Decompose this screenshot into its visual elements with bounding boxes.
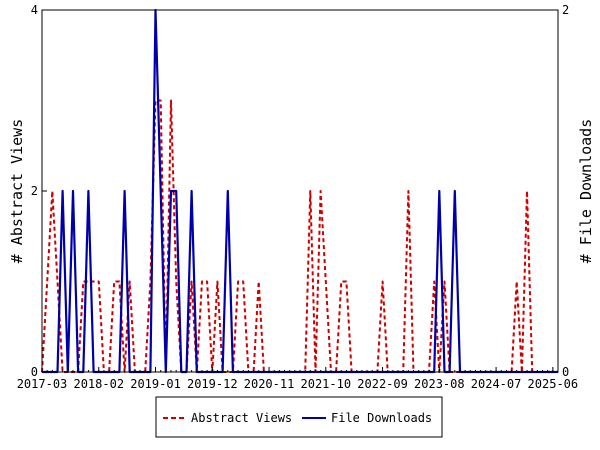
x-tick-label: 2025-06: [528, 377, 579, 391]
x-tick-label: 2024-07: [471, 377, 522, 391]
y-axis-left: 0 2 4: [31, 3, 47, 379]
y-right-tick-label: 0: [562, 365, 569, 379]
legend-label-abstract-views: Abstract Views: [191, 411, 292, 425]
x-tick-label: 2020-11: [244, 377, 295, 391]
y-left-tick-label: 0: [31, 365, 38, 379]
x-tick-label: 2018-02: [73, 377, 124, 391]
y-axis-right: 02: [553, 3, 569, 379]
x-tick-label: 2022-09: [357, 377, 408, 391]
legend-label-file-downloads: File Downloads: [331, 411, 432, 425]
x-tick-label: 2019-01: [130, 377, 181, 391]
x-tick-label: 2017-03: [17, 377, 68, 391]
y-left-tick-label: 4: [31, 3, 38, 17]
legend: Abstract Views File Downloads: [155, 396, 443, 438]
x-tick-label: 2019-12: [187, 377, 238, 391]
x-tick-label: 2021-10: [301, 377, 352, 391]
legend-box: [155, 396, 443, 438]
x-axis: 2017-03 2018-02 2019-01 2019-12 2020-11 2021-…: [17, 367, 578, 391]
x-tick-label: 2023-08: [414, 377, 465, 391]
plot-area: [42, 10, 558, 372]
y-right-tick-label: 2: [562, 3, 569, 17]
y-left-tick-label: 2: [31, 184, 38, 198]
y-left-axis-title: # Abstract Views: [8, 119, 26, 264]
y-right-axis-title: # File Downloads: [577, 119, 595, 264]
